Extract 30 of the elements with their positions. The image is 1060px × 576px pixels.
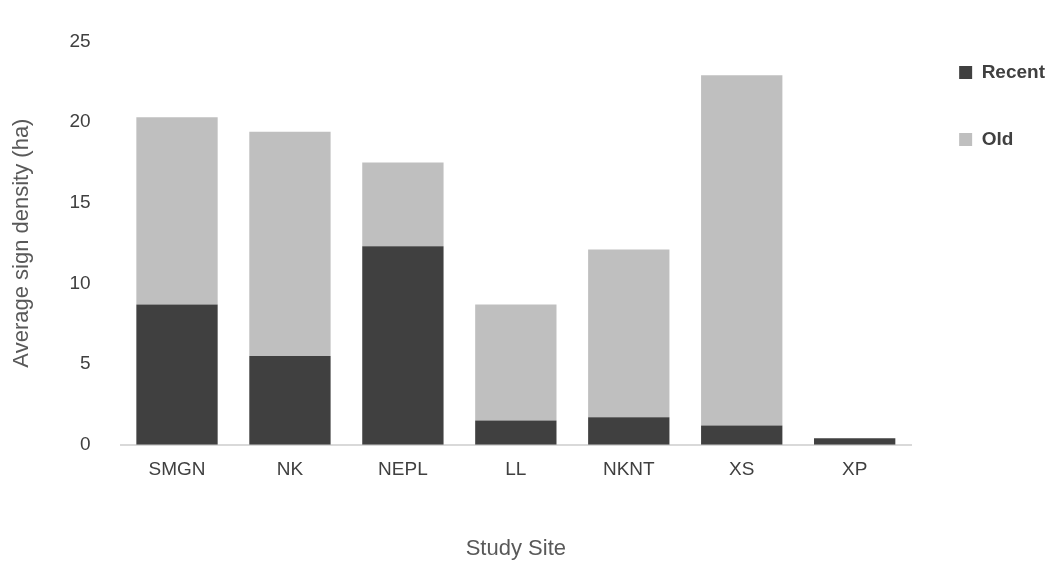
bar	[136, 117, 218, 305]
bar	[588, 249, 670, 418]
legend-label: Recent	[981, 60, 1046, 82]
x-tick-label: XP	[841, 458, 868, 480]
x-tick-label: LL	[505, 458, 527, 480]
y-tick-label: 0	[79, 433, 91, 455]
x-axis-title: Study Site	[465, 534, 566, 560]
x-tick-label: NK	[276, 458, 304, 480]
bar	[701, 425, 783, 445]
bar	[588, 417, 670, 445]
bar	[362, 246, 444, 445]
bar	[475, 304, 557, 421]
bar	[249, 131, 331, 357]
x-tick-label: SMGN	[148, 458, 206, 480]
bar	[475, 420, 557, 445]
y-axis-title: Average sign density (ha)	[8, 118, 34, 368]
y-tick-label: 25	[69, 29, 91, 51]
legend-label: Old	[981, 127, 1014, 149]
bar	[701, 75, 783, 426]
x-tick-label: XS	[729, 458, 755, 480]
bar	[814, 438, 896, 445]
y-tick-label: 20	[69, 110, 91, 132]
y-tick-label: 15	[69, 190, 91, 212]
x-tick-label: NEPL	[378, 458, 428, 480]
bar	[136, 304, 218, 445]
x-tick-label: NKNT	[602, 458, 656, 480]
y-tick-label: 10	[69, 271, 91, 293]
bar	[362, 162, 444, 247]
y-tick-label: 5	[79, 352, 91, 374]
bar	[249, 356, 331, 445]
